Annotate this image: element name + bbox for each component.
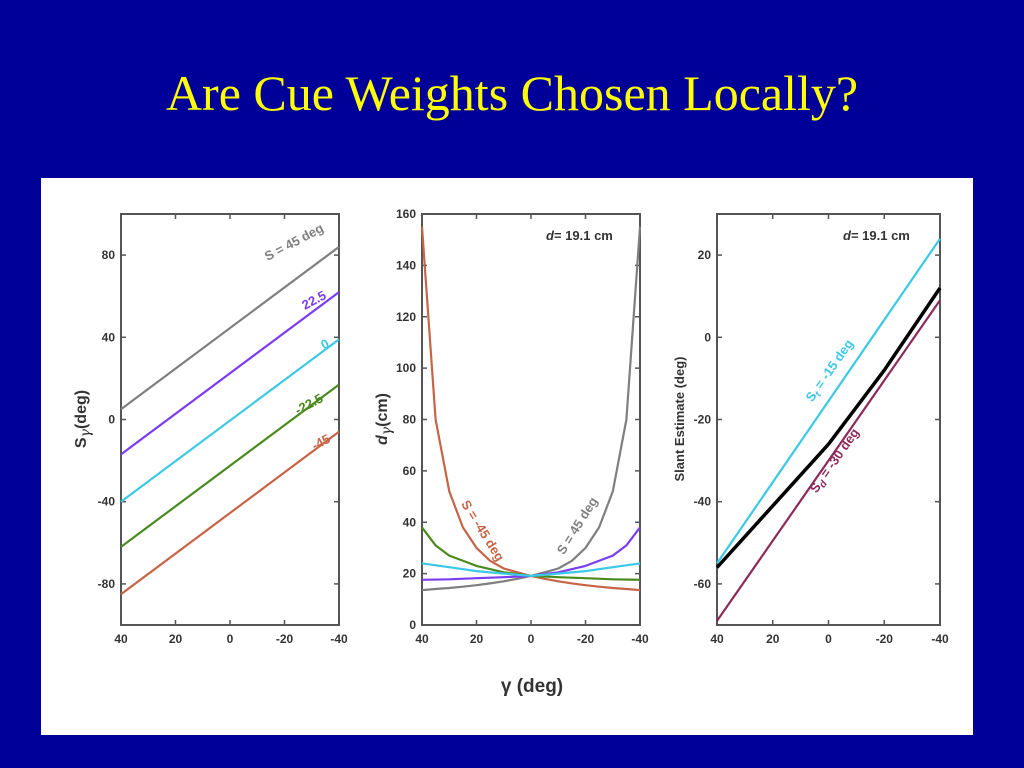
panel2-xtick-label-2: 0	[528, 632, 535, 646]
panel3-ytick-label-0: -60	[694, 577, 712, 591]
panel3-series-line-0	[716, 238, 941, 565]
panel2-series-line-2	[421, 526, 641, 581]
panel1-xtick-label-2: 0	[227, 632, 234, 646]
panel3-ylabel: Slant Estimate (deg)	[672, 357, 687, 482]
panel2-ytick-label-3: 60	[403, 464, 417, 478]
slide-title: Are Cue Weights Chosen Locally?	[165, 65, 859, 121]
panel2-ytick-label-7: 140	[396, 258, 416, 272]
panel3-xtick-label-4: -40	[931, 632, 949, 646]
panel3-series-line-2	[716, 299, 941, 622]
panel1-series-line-1	[120, 291, 340, 456]
panel2-series-line-5	[530, 562, 641, 577]
panel1-ytick-label-2: 0	[108, 413, 115, 427]
panel2-xtick-label-0: 40	[415, 632, 429, 646]
panel3-ytick-label-2: -20	[694, 413, 712, 427]
panel3-series-line-1	[715, 287, 942, 569]
panel3-ytick-label-4: 20	[698, 248, 712, 262]
panel3-xtick-label-2: 0	[825, 632, 832, 646]
panel1-xtick-label-3: -20	[276, 632, 294, 646]
panel2-xtick-label-1: 20	[470, 632, 484, 646]
panel1-xtick-label-1: 20	[169, 632, 183, 646]
panel3-annotation-var: d	[843, 228, 852, 243]
panel2-series-label-1: S = 45 deg	[554, 494, 601, 557]
panel2-annotation-var: d	[546, 228, 555, 243]
panel1-ytick-label-4: 80	[102, 248, 116, 262]
panel2-annotation: d= 19.1 cm	[546, 228, 613, 243]
panel2-ytick-label-5: 100	[396, 361, 416, 375]
figure-panel: -80 -40 0 40 80 40 20 0 -20 -40 0 20 40 60 80 100 120 140…	[41, 178, 973, 735]
panel2-series-line-0	[420, 226, 641, 592]
panel1-ytick-label-1: -40	[98, 495, 116, 509]
panel1-series-line-2	[120, 338, 340, 503]
panel2-xtick-label-3: -20	[577, 632, 595, 646]
panel3-xtick-label-3: -20	[876, 632, 894, 646]
panel3-xtick-label-0: 40	[710, 632, 724, 646]
panel2-ylabel-main: d	[374, 434, 391, 445]
panel3-annotation: d= 19.1 cm	[843, 228, 910, 243]
panel1-series-label-3: -22.5	[292, 390, 325, 417]
panel1-ylabel-sub: γ	[78, 428, 94, 437]
panel2-ytick-label-8: 160	[396, 207, 416, 221]
panel3-ytick-label-1: -40	[694, 495, 712, 509]
shared-xlabel: γ (deg)	[501, 676, 563, 697]
panel1-xtick-label-4: -40	[330, 632, 348, 646]
panel2-xtick-label-4: -40	[631, 632, 649, 646]
panel1-series-line-0	[120, 246, 340, 411]
panel1-series-line-3	[120, 383, 340, 548]
panel2-series-line-1	[421, 226, 642, 592]
panel1-series-label-4: -45	[309, 431, 333, 453]
panel1-series-label-1: 22.5	[299, 287, 328, 312]
panel1-ytick-label-3: 40	[102, 330, 116, 344]
panel3-frame	[716, 213, 941, 626]
panel2-ylabel-sub: γ	[379, 426, 395, 435]
panel3-ytick-label-3: 0	[704, 330, 711, 344]
panel1-series-line-4	[120, 430, 340, 596]
panel3-xtick-label-1: 20	[766, 632, 780, 646]
panel2-ytick-label-0: 0	[409, 618, 416, 632]
panel2-series-line-4	[421, 562, 532, 577]
panel1-xtick-label-0: 40	[114, 632, 128, 646]
panel2-ytick-label-4: 80	[403, 413, 417, 427]
panel2-series-line-3	[421, 526, 641, 581]
panel1-series-label-2: 0	[318, 336, 331, 353]
panel2-ytick-label-2: 40	[403, 515, 417, 529]
panel2-ytick-label-6: 120	[396, 310, 416, 324]
panel1-ytick-label-0: -80	[98, 577, 116, 591]
panel3-annotation-text: = 19.1 cm	[851, 228, 910, 243]
panel2-ylabel-unit: (cm)	[374, 393, 391, 427]
panel2-frame	[421, 213, 641, 626]
panel1-series-label-0: S = 45 deg	[262, 220, 326, 264]
panel1-ylabel-main: S	[73, 437, 90, 448]
panel1-ylabel-unit: (deg)	[73, 390, 90, 429]
panel2-ylabel: dγ(cm)	[374, 393, 395, 445]
panel2-annotation-text: = 19.1 cm	[554, 228, 613, 243]
panel1-ylabel: Sγ(deg)	[73, 390, 94, 448]
panel2-ytick-label-1: 20	[403, 567, 417, 581]
